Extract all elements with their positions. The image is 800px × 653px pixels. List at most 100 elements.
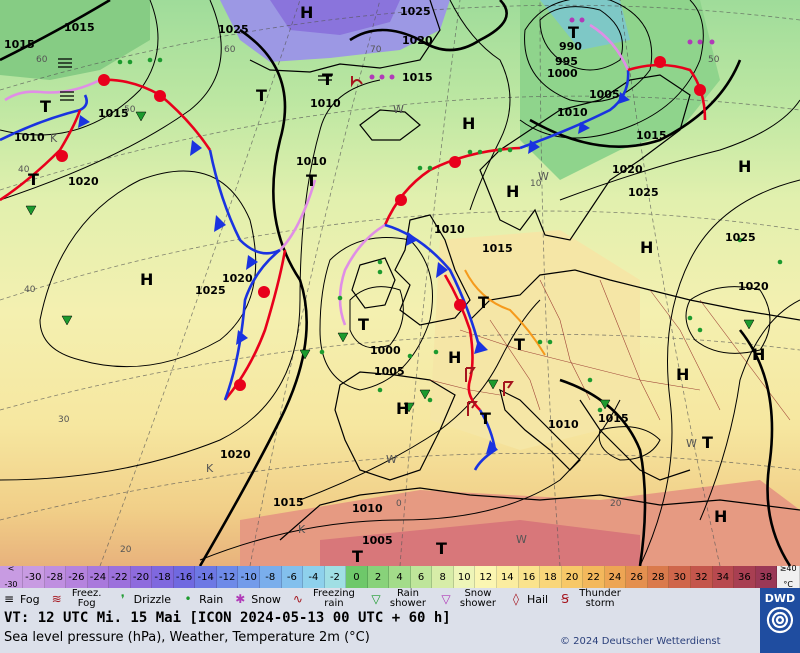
cold-front — [223, 248, 281, 401]
grid-label: 70 — [370, 45, 382, 55]
rain-icon — [547, 339, 553, 345]
rain-icon — [697, 327, 703, 333]
isobar-thick — [0, 0, 111, 62]
rain-icon — [117, 59, 123, 65]
isobar-label: 1000 — [370, 344, 401, 357]
dwd-logo: DWD — [760, 588, 800, 653]
graticule-labels: 60 60 50 50 40 40 30 20 20 0 10 70 — [18, 45, 720, 555]
cold-front-symbol — [214, 215, 226, 232]
british-isles-coast — [394, 214, 471, 326]
rain-icon — [337, 295, 343, 301]
rain-icon — [427, 165, 433, 171]
drizzle-icon: ❜ — [120, 592, 125, 606]
isobar — [524, 0, 653, 103]
balkan-coast — [579, 399, 691, 481]
iberia-coast — [334, 371, 456, 481]
warm-front-symbol — [654, 56, 666, 68]
cold-front-symbol — [406, 232, 418, 246]
scale-cell: -8 — [260, 566, 282, 588]
occluded-front — [589, 23, 630, 71]
isobar-label: 1010 — [557, 106, 588, 119]
scale-cell: -28 — [44, 566, 67, 588]
isobar-label: 1020 — [68, 175, 99, 188]
dwd-logo-icon — [766, 606, 794, 634]
warm-air-mark: W — [538, 170, 549, 183]
low-center: T — [478, 293, 489, 312]
scale-cell: 14 — [497, 566, 519, 588]
low-center: T — [702, 433, 713, 452]
dwd-logo-text: DWD — [764, 592, 796, 605]
grid-label: 20 — [610, 499, 622, 509]
thunderstorm-icon — [351, 76, 363, 88]
warm-front — [0, 109, 82, 202]
low-center: T — [358, 315, 369, 334]
scale-cell: 36 — [734, 566, 756, 588]
warm-front-symbol — [395, 194, 407, 206]
cold-front — [519, 69, 630, 150]
rain-icon — [537, 339, 543, 345]
iceland-coast — [359, 109, 421, 141]
copyright: © 2024 Deutscher Wetterdienst — [560, 636, 721, 647]
isobar-label: 1010 — [434, 223, 465, 236]
isobar-label: 1025 — [725, 231, 756, 244]
isobar — [0, 0, 222, 201]
high-center: H — [738, 157, 751, 176]
scandinavia-coast — [479, 74, 691, 241]
snow-icon — [687, 39, 693, 45]
rain-shower-icon — [25, 205, 37, 216]
isobar — [639, 179, 800, 566]
isobar — [559, 99, 800, 201]
cold-front-symbol — [486, 440, 498, 454]
cold-air-mark: K — [50, 132, 58, 145]
rain-shower-icon — [743, 319, 755, 330]
scale-cell: 0 — [346, 566, 368, 588]
low-center: T — [40, 97, 51, 116]
occluded-front — [279, 179, 317, 251]
warm-air-mark: W — [393, 103, 404, 116]
high-center: H — [752, 345, 765, 364]
isobar — [349, 286, 404, 349]
grid-label: 10 — [530, 179, 542, 189]
isobar-label: 1020 — [222, 272, 253, 285]
freezing-fog-icon: ≋ — [51, 592, 62, 606]
scandinavia-cool-zone — [520, 0, 720, 180]
low-center: T — [514, 335, 525, 354]
thunderstorm-icon — [465, 367, 476, 382]
surface-pressure-map: 60 60 50 50 40 40 30 20 20 0 10 70 — [0, 0, 800, 566]
high-center: H — [462, 114, 475, 133]
low-center: T — [28, 170, 39, 189]
scale-cell: -26 — [66, 566, 88, 588]
low-center: T — [256, 86, 267, 105]
isobar-label: 1005 — [362, 534, 393, 547]
snow-icon — [369, 74, 375, 80]
legend-item-thunderstorm: Ꞩ Thunder storm — [556, 589, 624, 609]
warm-front — [627, 63, 707, 121]
grid-label: 40 — [18, 165, 30, 175]
high-center: H — [300, 3, 313, 22]
isobar-label: 1015 — [402, 71, 433, 84]
isobar-label: 1010 — [14, 131, 45, 144]
isobar-label: 1025 — [628, 186, 659, 199]
isobar — [199, 399, 621, 561]
rain-icon — [319, 349, 325, 355]
pressure-center-labels: H H H H H H H H H H H T T T T T T T T T … — [28, 3, 765, 566]
temperature-scale: < -30 -30 -28 -26 -24 -22 -20 -18 -16 -14 -12 -10 -8-… — [0, 565, 800, 589]
rain-icon — [687, 315, 693, 321]
graticule — [0, 0, 800, 566]
cold-zone-greenland-inner — [270, 0, 400, 35]
warm-front-symbol — [454, 299, 466, 311]
legend-item-hail: ◊ Hail — [507, 592, 548, 606]
isobar — [319, 237, 433, 391]
scale-cell: -30 — [23, 566, 45, 588]
snow-shower-icon: ▽ — [441, 592, 451, 606]
scale-cell: 30 — [669, 566, 691, 588]
rain-icon — [467, 149, 473, 155]
rain-shower-icon — [419, 389, 431, 400]
low-center: T — [436, 539, 447, 558]
scale-cell: -16 — [173, 566, 196, 588]
scale-cell: 26 — [626, 566, 648, 588]
scale-cell: -18 — [152, 566, 174, 588]
occluded-front — [338, 223, 386, 326]
isobar-label: 1015 — [482, 242, 513, 255]
isobar-label: 1020 — [220, 448, 251, 461]
